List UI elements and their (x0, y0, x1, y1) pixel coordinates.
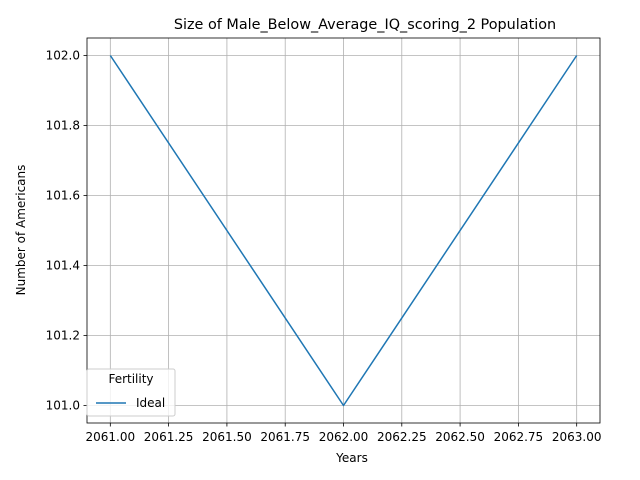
legend-label-ideal: Ideal (136, 396, 165, 410)
x-tick-label: 2061.25 (144, 430, 194, 444)
x-tick-label: 2062.25 (377, 430, 427, 444)
y-tick-label: 101.0 (46, 399, 80, 413)
x-tick-label: 2063.00 (552, 430, 602, 444)
y-axis-label: Number of Americans (14, 165, 28, 296)
legend-title: Fertility (108, 372, 153, 386)
chart-title: Size of Male_Below_Average_IQ_scoring_2 … (174, 17, 556, 33)
x-tick-label: 2061.50 (202, 430, 252, 444)
x-tick-label: 2062.75 (494, 430, 544, 444)
x-tick-label: 2062.00 (319, 430, 369, 444)
x-tick-label: 2061.00 (86, 430, 136, 444)
y-tick-label: 101.4 (46, 259, 80, 273)
x-tick-label: 2061.75 (260, 430, 310, 444)
y-tick-label: 101.2 (46, 329, 80, 343)
x-tick-label: 2062.50 (435, 430, 485, 444)
x-axis-label: Years (335, 451, 368, 465)
y-tick-label: 101.6 (46, 189, 80, 203)
y-tick-label: 101.8 (46, 119, 80, 133)
y-tick-label: 102.0 (46, 49, 80, 63)
legend: Fertility Ideal (87, 369, 175, 416)
